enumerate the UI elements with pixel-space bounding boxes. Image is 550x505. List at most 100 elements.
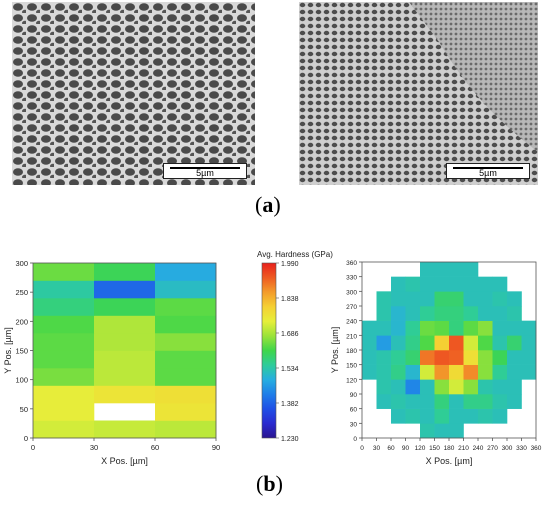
heatmap-cell bbox=[449, 262, 464, 277]
heatmap-cell bbox=[507, 364, 522, 380]
heatmap-cell bbox=[478, 335, 493, 351]
heatmap-cell bbox=[478, 379, 493, 395]
x-tick-label: 0 bbox=[31, 443, 35, 452]
colorbar-tick-label: 1.534 bbox=[281, 366, 299, 373]
heatmap-cell bbox=[391, 335, 406, 351]
colorbar-tick-label: 1.382 bbox=[281, 401, 299, 408]
heatmap-cell bbox=[376, 350, 392, 365]
heatmap-cell bbox=[376, 291, 392, 307]
heatmap-cell bbox=[33, 385, 95, 404]
heatmap-cell bbox=[405, 394, 421, 409]
heatmap-cell bbox=[33, 298, 95, 316]
heatmap-cell bbox=[420, 335, 435, 351]
heatmap-cell bbox=[376, 379, 392, 395]
x-tick-label: 240 bbox=[473, 445, 484, 452]
heatmap-cell bbox=[478, 306, 493, 321]
heatmap-cell bbox=[492, 408, 508, 424]
scale-bar-label: 5µm bbox=[479, 168, 497, 178]
heatmap-cell bbox=[434, 364, 450, 380]
heatmap-cell bbox=[521, 350, 537, 365]
heatmap-cell bbox=[405, 320, 421, 336]
y-tick-label: 270 bbox=[346, 304, 357, 311]
heatmap-cell bbox=[478, 408, 493, 424]
heatmap-cell bbox=[507, 379, 522, 395]
heatmap-cell bbox=[521, 320, 537, 336]
heatmap-cell bbox=[405, 350, 421, 365]
y-axis-label: Y Pos. [µm] bbox=[330, 327, 340, 374]
y-tick-label: 180 bbox=[346, 348, 357, 355]
x-tick-label: 0 bbox=[360, 445, 364, 452]
heatmap-cell bbox=[507, 291, 522, 307]
heatmap-cell bbox=[434, 291, 450, 307]
x-tick-label: 360 bbox=[531, 445, 542, 452]
heatmap-chart-left: 0 30 60 90 0 50 100 150 200 250 300 X Pos. [µm] Y Po… bbox=[3, 259, 220, 466]
heatmap-cell bbox=[463, 320, 479, 336]
heatmap-cell bbox=[94, 368, 156, 386]
heatmap-cell bbox=[94, 263, 156, 281]
heatmap-cell bbox=[94, 280, 156, 299]
heatmap-cell bbox=[434, 335, 450, 351]
panel-label-open: ( bbox=[255, 192, 263, 217]
heatmap-cell bbox=[376, 320, 392, 336]
heatmap-cell bbox=[449, 335, 464, 351]
heatmap-cell bbox=[33, 420, 95, 439]
heatmap-cell bbox=[434, 276, 450, 292]
heatmap-cell bbox=[463, 262, 479, 277]
heatmap-cell bbox=[449, 320, 464, 336]
heatmap-chart-right: 0 30 60 90 120 150 180 210 240 270 300 330 360030609… bbox=[330, 260, 542, 466]
heatmap-cell bbox=[405, 408, 421, 424]
x-tick-label: 90 bbox=[212, 443, 220, 452]
heatmap-cell bbox=[155, 333, 217, 351]
heatmap-cell bbox=[155, 403, 217, 421]
heatmap-cell bbox=[478, 364, 493, 380]
scale-bar-right: 5µm bbox=[446, 163, 530, 179]
panel-label-open: ( bbox=[256, 471, 264, 496]
panel-label-letter: b bbox=[263, 471, 276, 496]
y-tick-label: 50 bbox=[20, 405, 28, 414]
heatmap-cell bbox=[362, 364, 377, 380]
x-tick-label: 30 bbox=[373, 445, 381, 452]
heatmap-cell bbox=[449, 306, 464, 321]
heatmap-cell bbox=[463, 350, 479, 365]
x-tick-label: 300 bbox=[502, 445, 513, 452]
x-tick-label: 270 bbox=[487, 445, 498, 452]
heatmap-cell bbox=[420, 320, 435, 336]
heatmap-cell bbox=[492, 320, 508, 336]
heatmap-cell bbox=[420, 408, 435, 424]
y-tick-label: 360 bbox=[346, 260, 357, 267]
heatmap-cell bbox=[362, 335, 377, 351]
heatmap-cell bbox=[376, 306, 392, 321]
heatmap-cell bbox=[94, 333, 156, 351]
heatmap-cell bbox=[463, 394, 479, 409]
panel-label-b: (b) bbox=[256, 471, 283, 497]
heatmap-cell bbox=[391, 394, 406, 409]
heatmap-cell bbox=[507, 306, 522, 321]
heatmap-cell bbox=[155, 368, 217, 386]
heatmap-cell bbox=[420, 291, 435, 307]
heatmap-cell bbox=[434, 320, 450, 336]
heatmap-cell bbox=[405, 306, 421, 321]
heatmap-cell bbox=[463, 335, 479, 351]
y-tick-label: 60 bbox=[350, 407, 358, 414]
heatmap-cell bbox=[478, 350, 493, 365]
x-tick-label: 150 bbox=[429, 445, 440, 452]
heatmap-cell bbox=[492, 306, 508, 321]
heatmap-cell bbox=[155, 350, 217, 369]
heatmap-cell bbox=[391, 291, 406, 307]
heatmap-cell bbox=[391, 306, 406, 321]
y-tick-label: 150 bbox=[346, 363, 357, 370]
heatmap-cell bbox=[33, 280, 95, 299]
x-tick-label: 210 bbox=[458, 445, 469, 452]
y-tick-label: 210 bbox=[346, 333, 357, 340]
heatmap-cell bbox=[155, 385, 217, 404]
heatmap-cell bbox=[420, 364, 435, 380]
x-tick-label: 120 bbox=[415, 445, 426, 452]
panel-label-letter: a bbox=[262, 192, 274, 217]
y-tick-label: 100 bbox=[15, 376, 28, 385]
heatmap-cell bbox=[507, 335, 522, 351]
heatmap-cell bbox=[521, 335, 537, 351]
x-axis-label: X Pos. [µm] bbox=[101, 456, 148, 466]
heatmap-cell bbox=[420, 394, 435, 409]
heatmap-cell bbox=[94, 298, 156, 316]
heatmap-cell bbox=[94, 350, 156, 369]
